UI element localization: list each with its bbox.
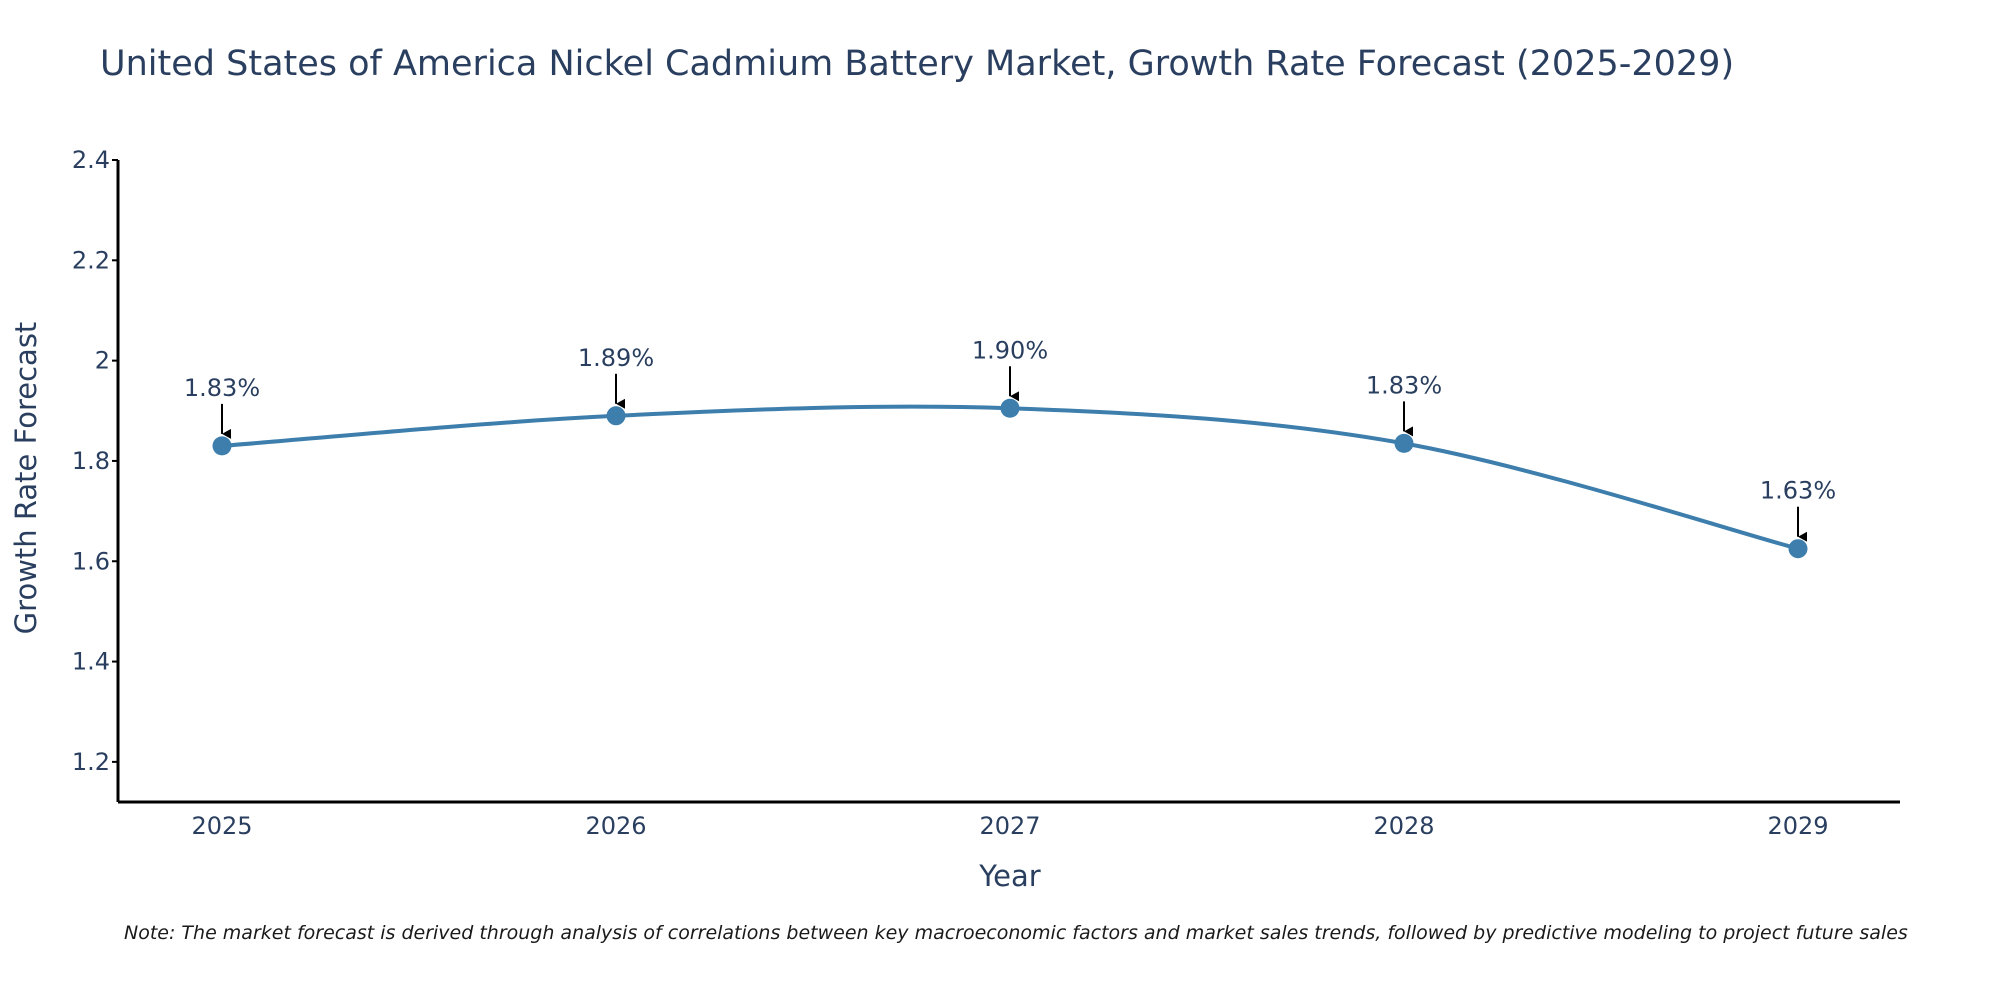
- data-label: 1.83%: [184, 374, 260, 402]
- data-point: [1788, 539, 1808, 559]
- data-labels: 1.83% 1.89% 1.90% 1.83% 1.63%: [184, 336, 1836, 542]
- data-label: 1.89%: [578, 344, 654, 372]
- x-tick-label: 2027: [979, 812, 1040, 840]
- x-tick-label: 2026: [585, 812, 646, 840]
- x-tick-label: 2025: [191, 812, 252, 840]
- y-tick-label: 1.4: [72, 648, 110, 676]
- y-tick-label: 1.8: [72, 447, 110, 475]
- x-axis: 2025 2026 2027 2028 2029: [118, 800, 1900, 840]
- y-tick-label: 1.2: [72, 748, 110, 776]
- data-point: [606, 406, 626, 426]
- data-point: [1394, 433, 1414, 453]
- data-label: 1.90%: [972, 336, 1048, 364]
- y-tick-label: 2.2: [72, 246, 110, 274]
- chart-title: United States of America Nickel Cadmium …: [100, 44, 1735, 84]
- x-tick-label: 2028: [1373, 812, 1434, 840]
- data-point: [1000, 398, 1020, 418]
- y-tick-label: 1.6: [72, 547, 110, 575]
- series: [212, 398, 1808, 559]
- series-line: [221, 404, 1799, 551]
- y-axis-title: Growth Rate Forecast: [9, 322, 43, 635]
- y-axis: 1.2 1.4 1.6 1.8 2 2.2 2.4: [72, 146, 120, 802]
- data-label: 1.83%: [1366, 371, 1442, 399]
- x-axis-title: Year: [978, 859, 1040, 893]
- data-label: 1.63%: [1760, 477, 1836, 505]
- y-tick-label: 2: [95, 347, 110, 375]
- data-point: [212, 436, 232, 456]
- y-tick-label: 2.4: [72, 146, 110, 174]
- footnote: Note: The market forecast is derived thr…: [124, 922, 1908, 944]
- x-tick-label: 2029: [1767, 812, 1828, 840]
